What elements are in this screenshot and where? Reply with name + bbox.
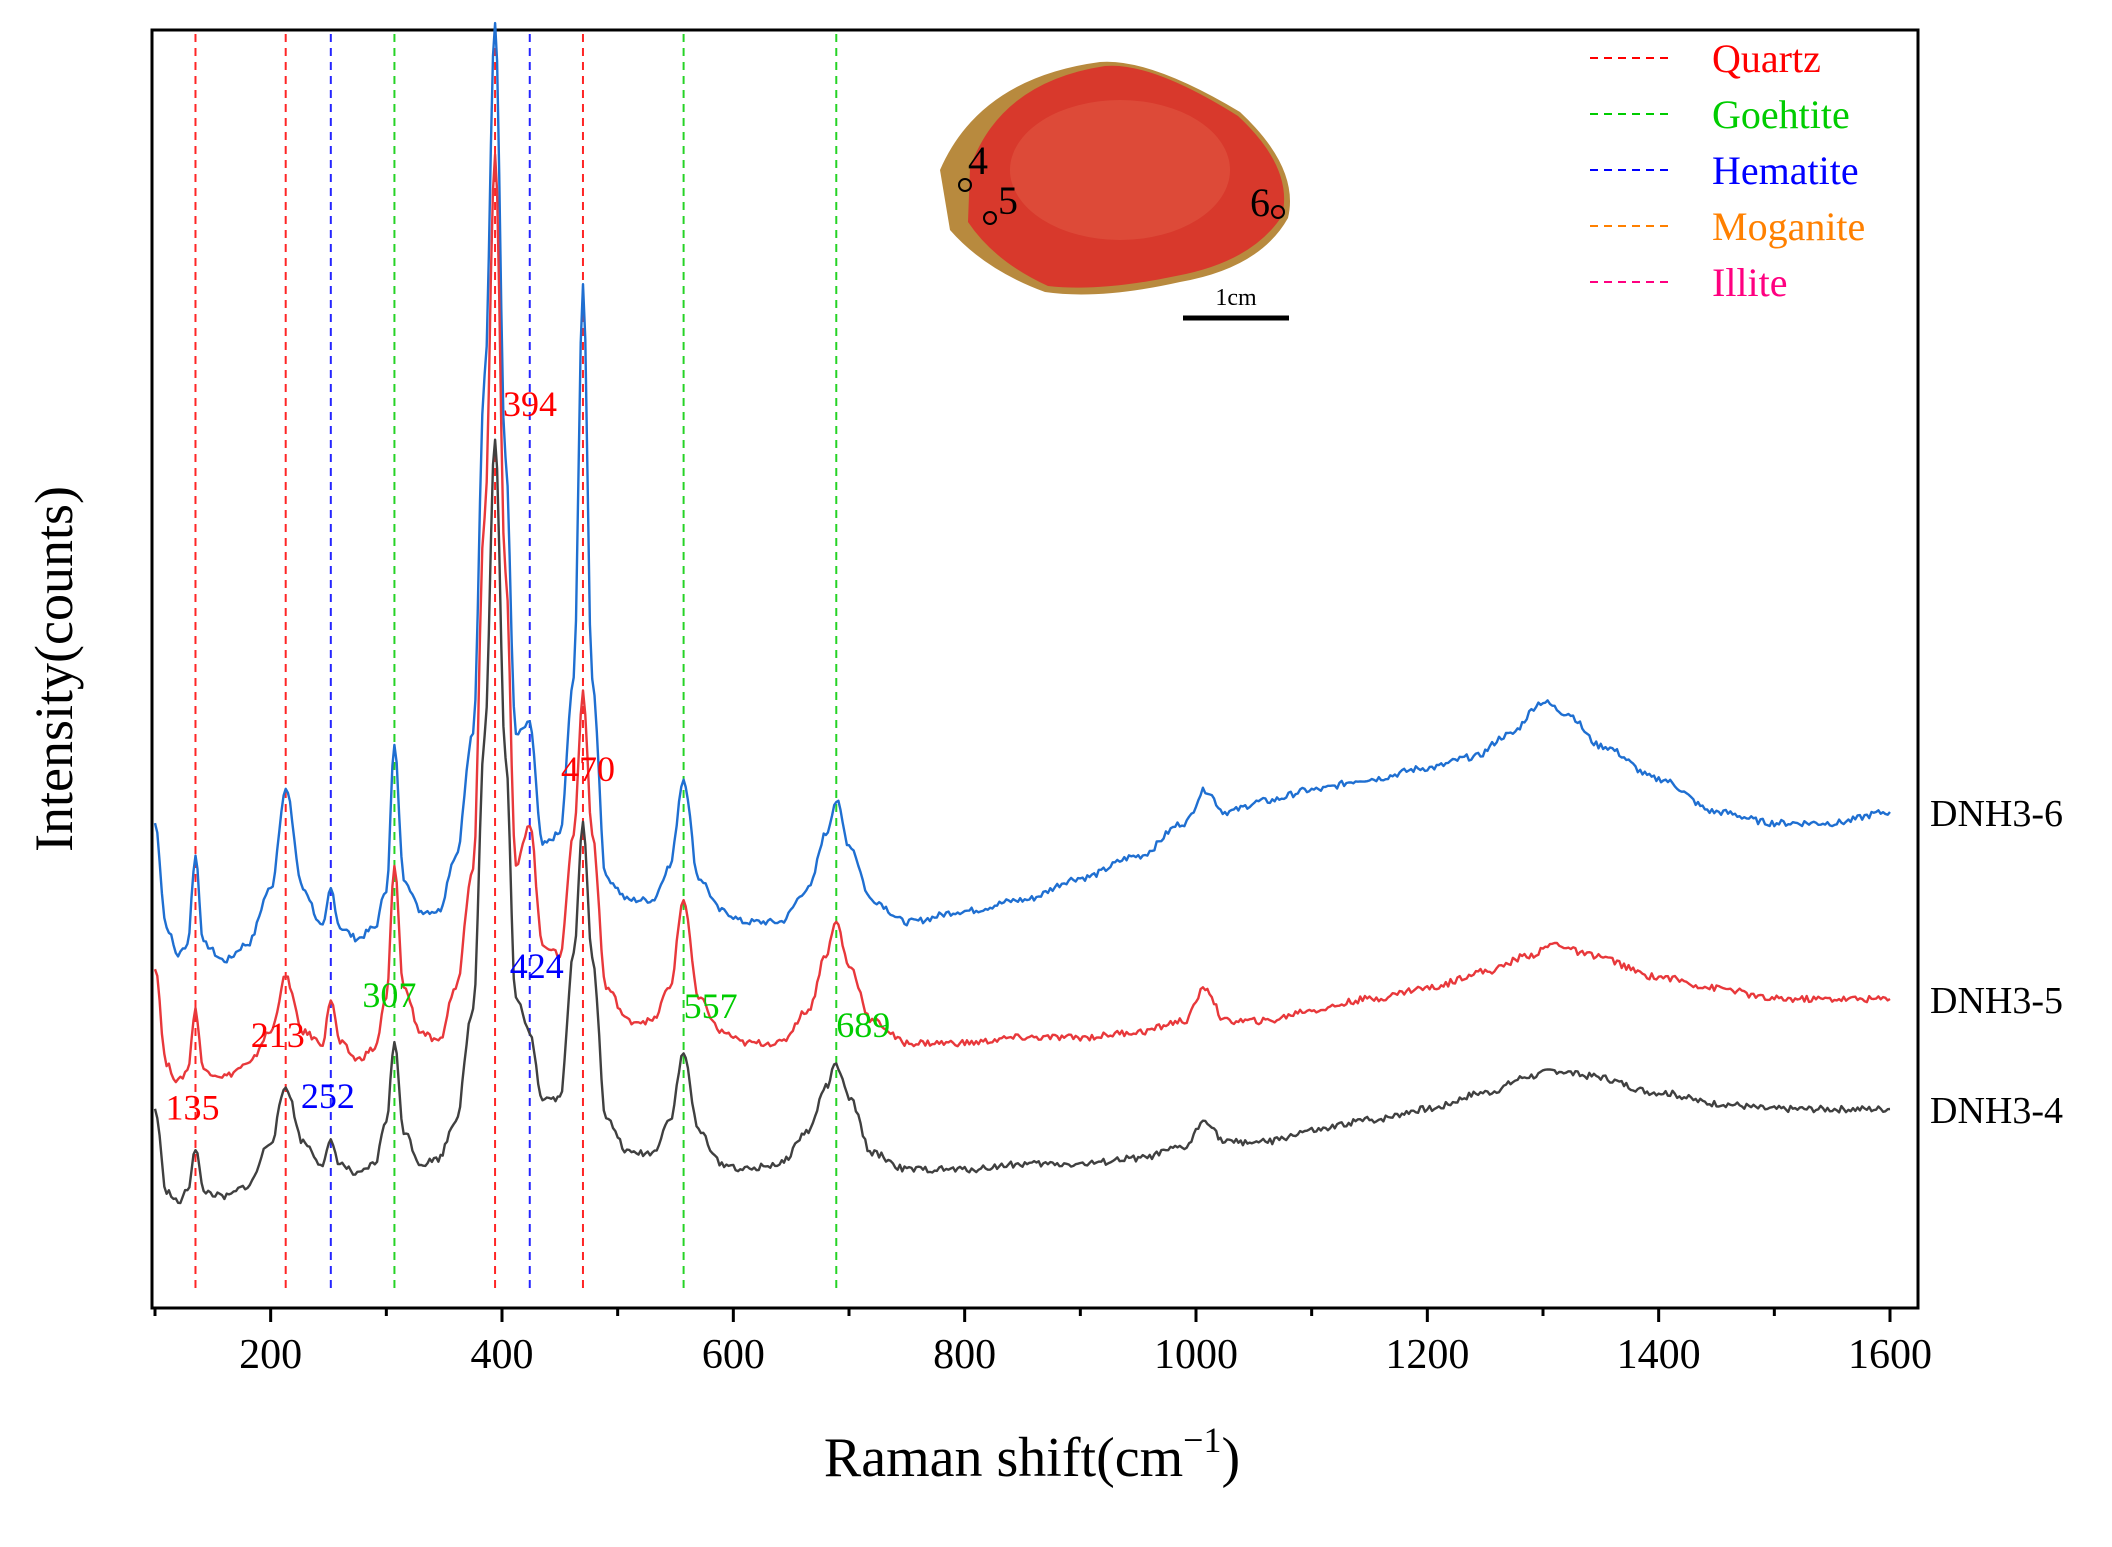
point-label-6: 6 bbox=[1250, 180, 1270, 225]
series-layer bbox=[153, 21, 1891, 1205]
peak-label-689: 689 bbox=[836, 1005, 890, 1045]
peak-label-135: 135 bbox=[165, 1088, 219, 1128]
peak-label-424: 424 bbox=[510, 946, 564, 986]
peak-label-213: 213 bbox=[251, 1015, 305, 1055]
point-label-5: 5 bbox=[998, 178, 1018, 223]
plot-frame bbox=[150, 28, 1920, 1310]
series-line-dnh3-5 bbox=[153, 153, 1891, 1084]
x-axis: 200 400 600 800 1000 1200 1400 1600 bbox=[153, 1308, 1932, 1378]
legend-label-quartz: Quartz bbox=[1712, 36, 1821, 81]
x-tick-label-1200: 1200 bbox=[1385, 1332, 1469, 1378]
x-tick-label-400: 400 bbox=[471, 1332, 534, 1378]
x-tick-label-800: 800 bbox=[933, 1332, 996, 1378]
x-tick-label-600: 600 bbox=[702, 1332, 765, 1378]
peak-label-557: 557 bbox=[684, 986, 738, 1026]
x-axis-label-close: ) bbox=[1221, 1427, 1240, 1489]
peak-label-307: 307 bbox=[362, 975, 416, 1015]
legend-label-goehtite: Goehtite bbox=[1712, 92, 1850, 137]
series-labels: DNH3-6 DNH3-5 DNH3-4 bbox=[1930, 793, 2063, 1132]
series-label-dnh3-6: DNH3-6 bbox=[1930, 793, 2063, 835]
y-axis-label: Intensity(counts) bbox=[24, 486, 84, 852]
point-label-4: 4 bbox=[968, 138, 988, 183]
series-line-dnh3-4 bbox=[153, 438, 1891, 1205]
x-tick-label-1000: 1000 bbox=[1154, 1332, 1238, 1378]
peak-label-394: 394 bbox=[503, 384, 557, 424]
peak-labels: 135 213 252 307 394 424 470 557 689 bbox=[165, 384, 890, 1128]
x-tick-label-1400: 1400 bbox=[1617, 1332, 1701, 1378]
legend-label-illite: Illite bbox=[1712, 260, 1788, 305]
measure-point-4 bbox=[958, 178, 972, 192]
x-axis-label: Raman shift(cm−1) bbox=[824, 1420, 1240, 1489]
legend-label-moganite: Moganite bbox=[1712, 204, 1865, 249]
legend: Quartz Goehtite Hematite Moganite Illite bbox=[1590, 36, 1865, 305]
measure-point-6 bbox=[1271, 205, 1285, 219]
series-label-dnh3-4: DNH3-4 bbox=[1930, 1090, 2063, 1132]
x-tick-label-1600: 1600 bbox=[1848, 1332, 1932, 1378]
peak-label-470: 470 bbox=[561, 749, 615, 789]
sample-photo-inset: 4 5 6 1cm bbox=[940, 61, 1290, 321]
x-axis-label-sup: −1 bbox=[1183, 1420, 1221, 1460]
peak-label-252: 252 bbox=[301, 1076, 355, 1116]
stone-highlight bbox=[1010, 100, 1230, 240]
series-label-dnh3-5: DNH3-5 bbox=[1930, 980, 2063, 1022]
x-tick-label-200: 200 bbox=[239, 1332, 302, 1378]
measure-point-5 bbox=[983, 211, 997, 225]
series-line-dnh3-6 bbox=[153, 21, 1891, 964]
legend-label-hematite: Hematite bbox=[1712, 148, 1859, 193]
scale-bar-label: 1cm bbox=[1215, 285, 1257, 311]
x-axis-label-main: Raman shift(cm bbox=[824, 1427, 1183, 1489]
